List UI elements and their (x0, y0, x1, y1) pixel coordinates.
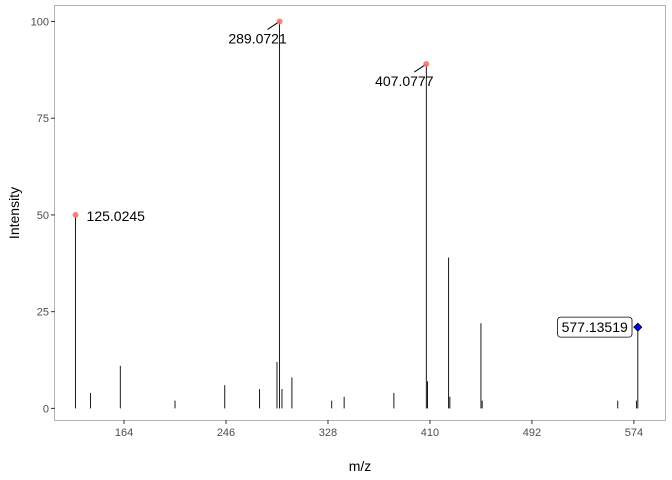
peak-label: 407.0777 (375, 73, 434, 89)
plot-panel (54, 5, 666, 421)
peak-label: 289.0721 (228, 30, 287, 46)
x-axis-title: m/z (349, 458, 372, 474)
y-axis-title: Intensity (6, 187, 22, 239)
precursor-diamond (633, 322, 643, 332)
peak-label: 125.0245 (87, 208, 146, 224)
y-tick-label: 0 (43, 403, 49, 415)
x-tick-label: 410 (421, 427, 439, 439)
y-axis: 0 25 50 75 100 (31, 16, 55, 415)
x-tick-label: 492 (523, 427, 541, 439)
peaks (75, 21, 639, 409)
precursor-label: 577.13519 (562, 319, 628, 335)
y-tick-label: 100 (31, 16, 49, 28)
y-tick-label: 50 (37, 210, 49, 222)
annotations: 125.0245 289.0721 407.0777 577.13519 (72, 18, 643, 338)
x-tick-label: 246 (217, 427, 235, 439)
y-tick-label: 25 (37, 307, 49, 319)
x-tick-label: 328 (319, 427, 337, 439)
highlighted-peak-point (276, 18, 283, 25)
x-axis: 164 246 328 410 492 574 (115, 420, 643, 439)
y-tick-label: 75 (37, 113, 49, 125)
precursor-annotation: 577.13519 (557, 316, 643, 338)
highlighted-peak-point (423, 61, 430, 68)
x-tick-label: 574 (625, 427, 643, 439)
precursor-label-box (557, 316, 633, 338)
x-tick-label: 164 (115, 427, 133, 439)
highlighted-peak-point (72, 211, 79, 218)
